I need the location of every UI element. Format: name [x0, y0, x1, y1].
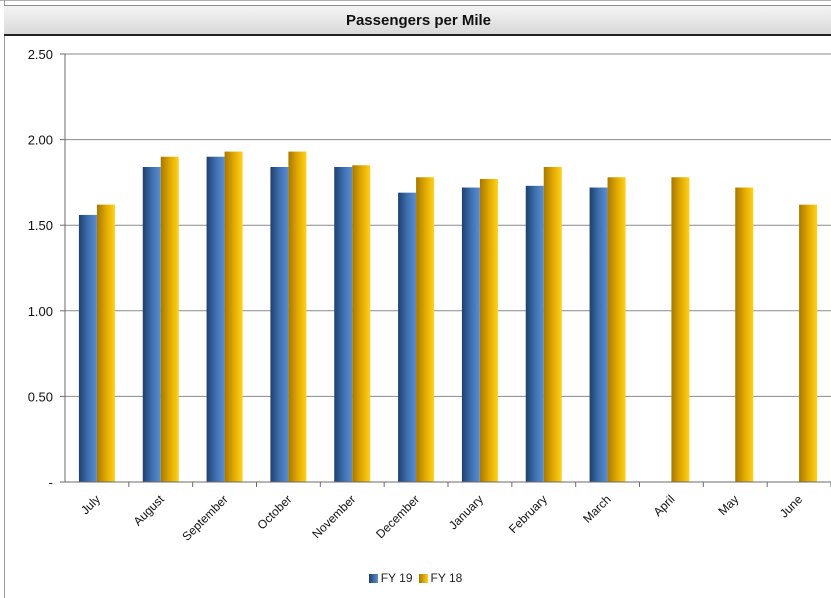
bar-fy-18-august: [160, 156, 179, 482]
bar-fy-19-march: [589, 187, 608, 482]
x-tick-label: March: [580, 492, 613, 525]
x-tick-label: October: [254, 492, 294, 532]
legend-swatch-series-2: [418, 573, 428, 583]
bar-fy-18-july: [96, 204, 115, 482]
bar-fy-19-november: [334, 166, 353, 482]
chart-title: Passengers per Mile: [345, 11, 492, 29]
x-tick-label: July: [78, 492, 103, 517]
legend-label-series-2: FY 18: [430, 571, 463, 585]
x-tick-label: December: [373, 492, 422, 541]
frame-left-border: [4, 0, 5, 598]
bar-fy-19-december: [398, 192, 417, 482]
bar-fy-19-august: [142, 166, 161, 482]
bar-fy-18-october: [288, 151, 307, 483]
x-tick-label: November: [309, 492, 358, 541]
bar-fy-18-march: [607, 177, 626, 482]
x-tick-label: February: [506, 492, 550, 536]
x-tick-label: January: [446, 492, 486, 532]
bar-fy-18-may: [735, 187, 754, 482]
bar-fy-19-february: [525, 185, 544, 482]
x-tick-label: September: [179, 492, 230, 543]
legend-swatch-series-1: [368, 573, 378, 583]
bar-fy-18-january: [479, 178, 498, 482]
bar-fy-19-january: [461, 187, 480, 482]
bar-fy-18-april: [671, 177, 690, 482]
x-tick-label: June: [777, 492, 806, 521]
x-tick-label: April: [651, 492, 678, 519]
y-tick-label: 1.00: [28, 304, 53, 319]
bar-fy-18-february: [543, 166, 562, 482]
x-tick-label: May: [715, 492, 741, 518]
bar-fy-18-november: [352, 165, 371, 482]
bar-fy-19-july: [78, 214, 97, 483]
y-tick-label: 2.00: [28, 133, 53, 148]
legend-item-series-1: FY 19: [368, 571, 413, 585]
x-tick-label: August: [131, 492, 168, 529]
legend-label-series-1: FY 19: [380, 571, 413, 585]
bar-fy-18-september: [224, 151, 243, 483]
y-tick-label: 1.50: [28, 218, 53, 233]
bar-fy-19-october: [270, 166, 289, 482]
y-tick-label: 2.50: [28, 47, 53, 62]
bar-fy-18-june: [799, 204, 818, 482]
y-tick-label: 0.50: [28, 389, 53, 404]
bar-fy-19-september: [206, 156, 225, 482]
y-tick-label: -: [49, 475, 53, 490]
chart-title-bar: Passengers per Mile: [4, 5, 831, 36]
legend-item-series-2: FY 18: [418, 571, 463, 585]
bar-fy-18-december: [416, 177, 435, 482]
frame-top-border: [0, 0, 831, 1]
chart-legend: FY 19 FY 18: [0, 571, 831, 585]
